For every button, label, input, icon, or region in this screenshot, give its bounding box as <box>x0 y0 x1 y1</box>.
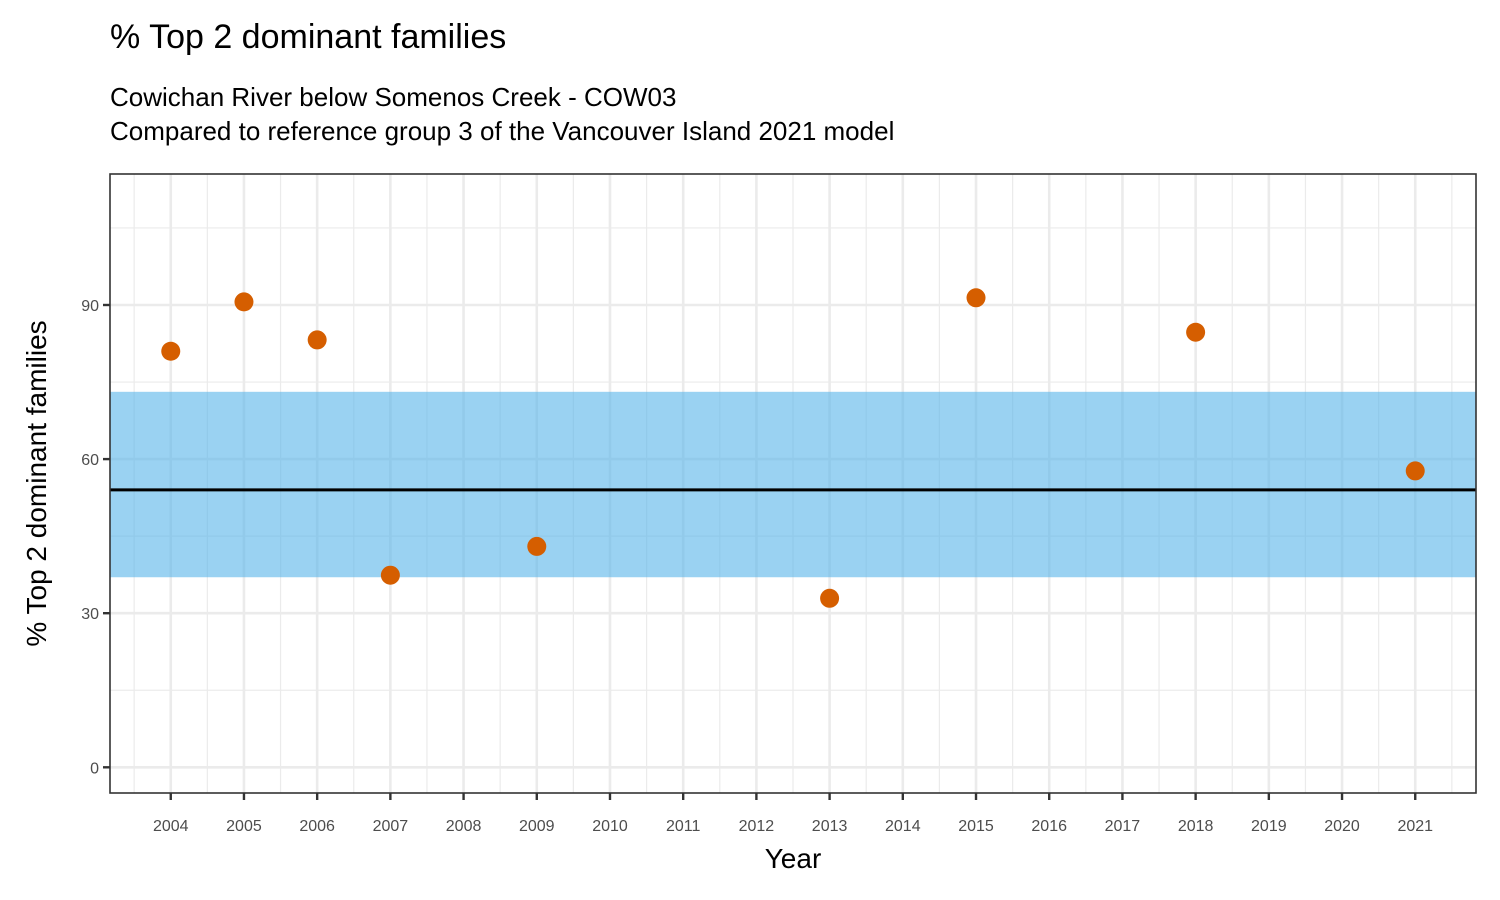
y-tick-label: 90 <box>81 298 99 315</box>
reference-band <box>110 391 1476 578</box>
data-point-2006 <box>307 330 327 350</box>
data-point-2013 <box>820 588 840 608</box>
y-axis-title: % Top 2 dominant families <box>21 320 52 646</box>
data-point-2007 <box>380 565 400 585</box>
data-point-2018 <box>1186 322 1206 342</box>
data-points <box>161 288 1425 608</box>
y-tick-label: 60 <box>81 452 99 469</box>
x-tick-label: 2015 <box>958 818 994 835</box>
x-tick-label: 2014 <box>885 818 921 835</box>
x-tick-label: 2008 <box>446 818 482 835</box>
chart-subtitle-site: Cowichan River below Somenos Creek - COW… <box>110 82 677 112</box>
data-point-2004 <box>161 341 181 361</box>
x-tick-label: 2020 <box>1324 818 1360 835</box>
x-tick-label: 2016 <box>1031 818 1067 835</box>
x-tick-label: 2011 <box>666 818 701 835</box>
x-tick-label: 2005 <box>226 818 262 835</box>
x-axis-title: Year <box>765 843 822 874</box>
x-tick-label: 2006 <box>299 818 335 835</box>
reference-band-layer <box>110 391 1476 578</box>
data-point-2009 <box>527 536 547 556</box>
data-point-2015 <box>966 288 986 308</box>
x-tick-label: 2007 <box>373 818 409 835</box>
chart-subtitle-reference: Compared to reference group 3 of the Van… <box>110 116 895 146</box>
data-point-2021 <box>1405 461 1425 481</box>
x-tick-label: 2013 <box>812 818 848 835</box>
data-point-2005 <box>234 292 254 312</box>
y-axis: 0 30 60 90 <box>81 298 110 777</box>
x-tick-label: 2010 <box>592 818 628 835</box>
y-tick-label: 30 <box>81 606 99 623</box>
chart-title: % Top 2 dominant families <box>110 18 507 56</box>
x-tick-label: 2004 <box>153 818 189 835</box>
plot-panel-border <box>109 173 1477 794</box>
x-axis: 2004 2005 2006 2007 2008 2009 2010 2011 2012 2013… <box>153 793 1433 835</box>
x-tick-label: 2018 <box>1178 818 1214 835</box>
x-tick-label: 2009 <box>519 818 555 835</box>
x-tick-label: 2017 <box>1105 818 1141 835</box>
x-tick-label: 2019 <box>1251 818 1287 835</box>
y-tick-label: 0 <box>90 760 99 777</box>
x-tick-label: 2021 <box>1397 818 1433 835</box>
x-tick-label: 2012 <box>739 818 775 835</box>
